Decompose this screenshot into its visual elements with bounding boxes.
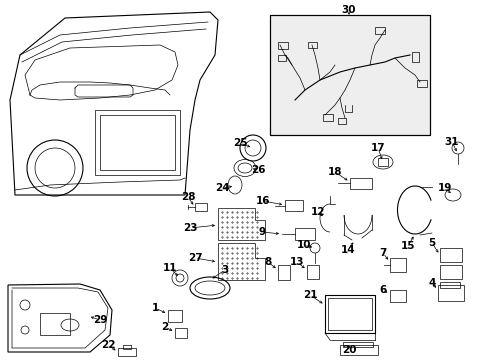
Text: 18: 18 bbox=[327, 167, 342, 177]
Text: 25: 25 bbox=[232, 138, 247, 148]
Text: 10: 10 bbox=[296, 240, 311, 250]
Text: 12: 12 bbox=[310, 207, 325, 217]
Bar bbox=[437, 285, 463, 301]
Text: 6: 6 bbox=[379, 285, 386, 295]
Text: 26: 26 bbox=[250, 165, 264, 175]
Text: 28: 28 bbox=[181, 192, 195, 202]
Bar bbox=[118, 348, 136, 356]
Bar bbox=[278, 55, 285, 61]
Bar bbox=[269, 15, 429, 135]
Text: 21: 21 bbox=[302, 290, 317, 300]
Bar bbox=[323, 114, 332, 121]
Bar bbox=[377, 158, 387, 166]
Bar bbox=[40, 313, 70, 335]
Bar bbox=[439, 282, 459, 288]
Text: 5: 5 bbox=[427, 238, 435, 248]
Text: 14: 14 bbox=[340, 245, 355, 255]
Text: 20: 20 bbox=[341, 345, 356, 355]
Text: 23: 23 bbox=[183, 223, 197, 233]
Text: 27: 27 bbox=[187, 253, 202, 263]
Bar bbox=[278, 42, 287, 49]
Bar bbox=[439, 248, 461, 262]
Bar bbox=[307, 42, 316, 48]
Bar bbox=[374, 27, 384, 34]
Bar bbox=[342, 342, 372, 347]
Text: 7: 7 bbox=[379, 248, 386, 258]
Bar bbox=[95, 110, 180, 175]
Bar bbox=[123, 345, 131, 349]
Text: 4: 4 bbox=[427, 278, 435, 288]
Bar bbox=[337, 118, 346, 124]
Bar bbox=[439, 265, 461, 279]
Bar bbox=[327, 298, 371, 330]
Text: 1: 1 bbox=[151, 303, 158, 313]
Bar bbox=[349, 178, 371, 189]
Bar bbox=[294, 228, 314, 240]
Text: 24: 24 bbox=[214, 183, 229, 193]
Bar bbox=[100, 115, 175, 170]
Text: 8: 8 bbox=[264, 257, 271, 267]
Bar bbox=[195, 203, 206, 211]
Bar bbox=[168, 310, 182, 322]
Text: 22: 22 bbox=[101, 340, 115, 350]
Bar bbox=[306, 265, 318, 279]
Text: 2: 2 bbox=[161, 322, 168, 332]
Bar bbox=[339, 345, 377, 355]
Text: 3: 3 bbox=[221, 265, 228, 275]
Text: 30: 30 bbox=[341, 5, 356, 15]
Bar bbox=[325, 295, 374, 333]
Bar bbox=[175, 328, 186, 338]
Text: 11: 11 bbox=[163, 263, 177, 273]
Bar bbox=[416, 80, 426, 87]
Bar bbox=[269, 15, 429, 135]
Bar bbox=[278, 265, 289, 280]
Bar bbox=[411, 52, 418, 62]
Text: 15: 15 bbox=[400, 241, 414, 251]
Bar bbox=[389, 290, 405, 302]
Bar bbox=[285, 200, 303, 211]
Text: 16: 16 bbox=[255, 196, 270, 206]
Text: 31: 31 bbox=[444, 137, 458, 147]
Text: 13: 13 bbox=[289, 257, 304, 267]
Text: 9: 9 bbox=[258, 227, 265, 237]
Bar bbox=[389, 258, 405, 272]
Text: 17: 17 bbox=[370, 143, 385, 153]
Text: 29: 29 bbox=[93, 315, 107, 325]
Text: 19: 19 bbox=[437, 183, 451, 193]
